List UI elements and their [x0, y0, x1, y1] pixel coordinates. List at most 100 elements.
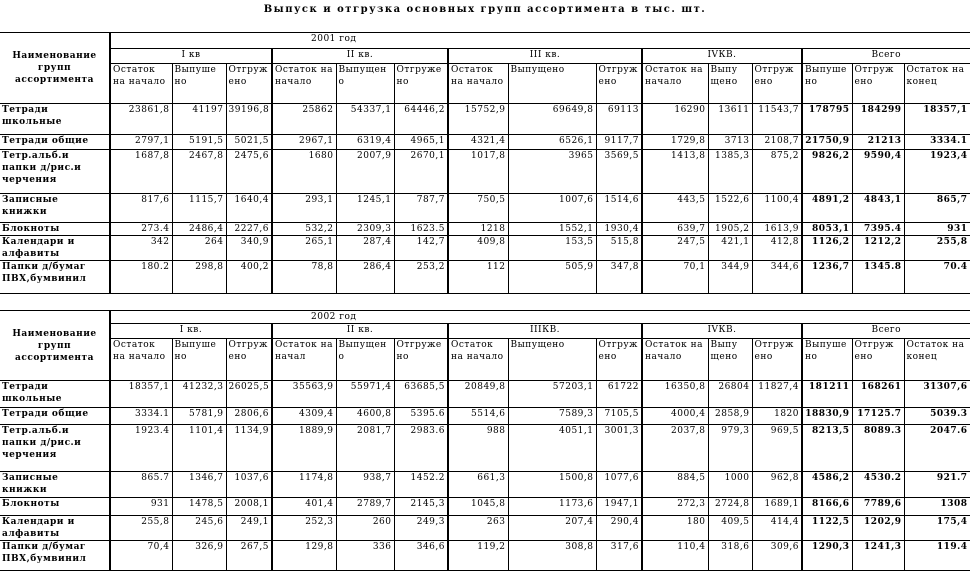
value-cell: 931 [109, 497, 173, 516]
value-cell: 5021,5 [225, 134, 273, 150]
value-cell: 750,5 [447, 193, 509, 223]
value-cell: 875,2 [751, 149, 803, 194]
value-cell: 505,9 [507, 260, 597, 294]
table-row: Блокноты 931 1478,5 2008,1 401,4 2789,7 2145,3… [0, 497, 970, 516]
value-cell: 63685,5 [393, 380, 449, 408]
value-cell: 265,1 [271, 235, 337, 261]
value-cell: 1500,8 [507, 471, 597, 498]
total-cell: 1126,2 [801, 235, 853, 261]
column-header: Отгруж ено [751, 338, 803, 381]
value-cell: 1689,1 [751, 497, 803, 516]
column-header: Остаток на начало [641, 63, 709, 104]
subheader-row: Остаток на начало Выпуше но Отгруж ено Оста… [0, 338, 970, 381]
value-cell: 1729,8 [641, 134, 709, 150]
row-name: Тетради школьные [0, 103, 111, 135]
column-header: Остаток на начало [109, 63, 173, 104]
column-header: Остаток на конец [903, 338, 970, 381]
value-cell: 2108,7 [751, 134, 803, 150]
value-cell: 3569,5 [595, 149, 643, 194]
total-cell: 21750,9 [801, 134, 853, 150]
value-cell: 1514,6 [595, 193, 643, 223]
value-cell: 639,7 [641, 222, 709, 236]
year-row: Наименование групп ассортимента 2001 год [0, 32, 970, 104]
value-cell: 41232,3 [171, 380, 227, 408]
value-cell: 64446,2 [393, 103, 449, 135]
total-cell: 921.7 [903, 471, 970, 498]
value-cell: 7589,3 [507, 407, 597, 425]
quarter-row: I кв. II кв. IIIКВ. IVКВ. Всего [0, 323, 970, 339]
total-cell: 1923,4 [903, 149, 970, 194]
value-cell: 2145,3 [393, 497, 449, 516]
value-cell: 409,8 [447, 235, 509, 261]
total-cell: 175,4 [903, 515, 970, 541]
row-name: Блокноты [0, 222, 111, 236]
name-column-header: Наименование групп ассортимента [0, 310, 111, 381]
value-cell: 1413,8 [641, 149, 709, 194]
value-cell: 2007,9 [335, 149, 395, 194]
value-cell: 69649,8 [507, 103, 597, 135]
value-cell: 2008,1 [225, 497, 273, 516]
value-cell: 1680 [271, 149, 337, 194]
value-cell: 884,5 [641, 471, 709, 498]
value-cell: 255,8 [109, 515, 173, 541]
value-cell: 1687,8 [109, 149, 173, 194]
value-cell: 2858,9 [707, 407, 753, 425]
value-cell: 26804 [707, 380, 753, 408]
value-cell: 1045,8 [447, 497, 509, 516]
value-cell: 153,5 [507, 235, 597, 261]
value-cell: 286,4 [335, 260, 395, 294]
value-cell: 347,8 [595, 260, 643, 294]
value-cell: 336 [335, 540, 395, 571]
quarter-header: IIIКВ. [447, 323, 643, 339]
value-cell: 16350,8 [641, 380, 709, 408]
row-name: Календари и алфавиты [0, 515, 111, 541]
value-cell: 1037,6 [225, 471, 273, 498]
total-cell: 7789,6 [851, 497, 905, 516]
value-cell: 249,3 [393, 515, 449, 541]
value-cell: 2806,6 [225, 407, 273, 425]
table-row: Блокноты 273.4 2486,4 2227,6 532,2 2309,3 1623… [0, 222, 970, 236]
value-cell: 2670,1 [393, 149, 449, 194]
value-cell: 342 [109, 235, 173, 261]
row-name: Записные книжки [0, 193, 111, 223]
value-cell: 1245,1 [335, 193, 395, 223]
value-cell: 23861,8 [109, 103, 173, 135]
value-cell: 1115,7 [171, 193, 227, 223]
total-cell: 178795 [801, 103, 853, 135]
value-cell: 1478,5 [171, 497, 227, 516]
value-cell: 15752,9 [447, 103, 509, 135]
value-cell: 1000 [707, 471, 753, 498]
value-cell: 26025,5 [225, 380, 273, 408]
value-cell: 787,7 [393, 193, 449, 223]
value-cell: 2227,6 [225, 222, 273, 236]
value-cell: 290,4 [595, 515, 643, 541]
value-cell: 13611 [707, 103, 753, 135]
row-name: Тетр.альб.и папки д/рис.и черчения [0, 424, 111, 472]
value-cell: 129,8 [271, 540, 337, 571]
value-cell: 119,2 [447, 540, 509, 571]
value-cell: 340,9 [225, 235, 273, 261]
value-cell: 400,2 [225, 260, 273, 294]
value-cell: 2467,8 [171, 149, 227, 194]
value-cell: 41197 [171, 103, 227, 135]
value-cell: 1174,8 [271, 471, 337, 498]
total-cell: 1202,9 [851, 515, 905, 541]
value-cell: 272,3 [641, 497, 709, 516]
table-row: Календари и алфавиты 255,8 245,6 249,1 252,3… [0, 515, 970, 541]
total-cell: 1236,7 [801, 260, 853, 294]
value-cell: 11827,4 [751, 380, 803, 408]
value-cell: 2081,7 [335, 424, 395, 472]
value-cell: 962,8 [751, 471, 803, 498]
value-cell: 70,4 [109, 540, 173, 571]
total-cell: 17125.7 [851, 407, 905, 425]
value-cell: 2486,4 [171, 222, 227, 236]
value-cell: 2797,1 [109, 134, 173, 150]
total-cell: 1241,3 [851, 540, 905, 571]
value-cell: 298,8 [171, 260, 227, 294]
value-cell: 7105,5 [595, 407, 643, 425]
total-cell: 31307,6 [903, 380, 970, 408]
value-cell: 260 [335, 515, 395, 541]
value-cell: 247,5 [641, 235, 709, 261]
value-cell: 317,6 [595, 540, 643, 571]
value-cell: 11543,7 [751, 103, 803, 135]
